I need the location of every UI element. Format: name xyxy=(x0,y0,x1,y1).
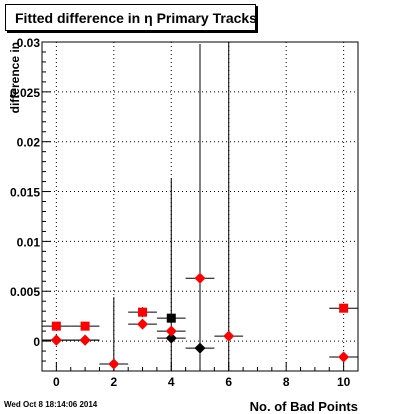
plot-frame xyxy=(41,41,359,372)
data-point-square xyxy=(339,303,349,313)
x-axis-title: No. of Bad Points xyxy=(250,399,358,414)
y-tick-label: 0 xyxy=(33,335,40,349)
data-point-diamond xyxy=(108,358,120,370)
x-tick-label: 6 xyxy=(225,375,232,389)
chart-title: Fitted difference in η Primary Tracks xyxy=(15,10,257,26)
data-point-diamond xyxy=(194,342,206,354)
data-point-diamond xyxy=(137,318,149,330)
data-point-diamond xyxy=(50,334,62,346)
y-axis-title: difference in xyxy=(8,42,22,113)
x-tick-label: 4 xyxy=(168,375,175,389)
y-tick-label: 0.01 xyxy=(17,235,41,249)
timestamp-label: Wed Oct 8 18:14:06 2014 xyxy=(4,400,98,409)
data-point-diamond xyxy=(194,272,206,284)
data-point-diamond xyxy=(165,325,177,337)
y-tick-label: 0.02 xyxy=(17,136,41,150)
y-tick-label: 0.005 xyxy=(10,285,40,299)
chart-title-box: Fitted difference in η Primary Tracks xyxy=(5,4,257,31)
data-point-diamond xyxy=(165,332,177,344)
y-tick-label: 0.03 xyxy=(17,36,41,50)
x-tick-label: 10 xyxy=(337,375,351,389)
data-point-square xyxy=(138,307,148,317)
data-point-square xyxy=(51,321,61,331)
x-tick-label: 0 xyxy=(53,375,60,389)
data-point-diamond xyxy=(338,351,350,363)
x-tick-label: 8 xyxy=(283,375,290,389)
y-tick-label: 0.015 xyxy=(10,186,40,200)
x-tick-label: 2 xyxy=(110,375,117,389)
y-tick-label: 0.025 xyxy=(10,86,40,100)
data-point-diamond xyxy=(79,334,91,346)
data-point-square xyxy=(80,321,90,331)
data-point-diamond xyxy=(223,330,235,342)
